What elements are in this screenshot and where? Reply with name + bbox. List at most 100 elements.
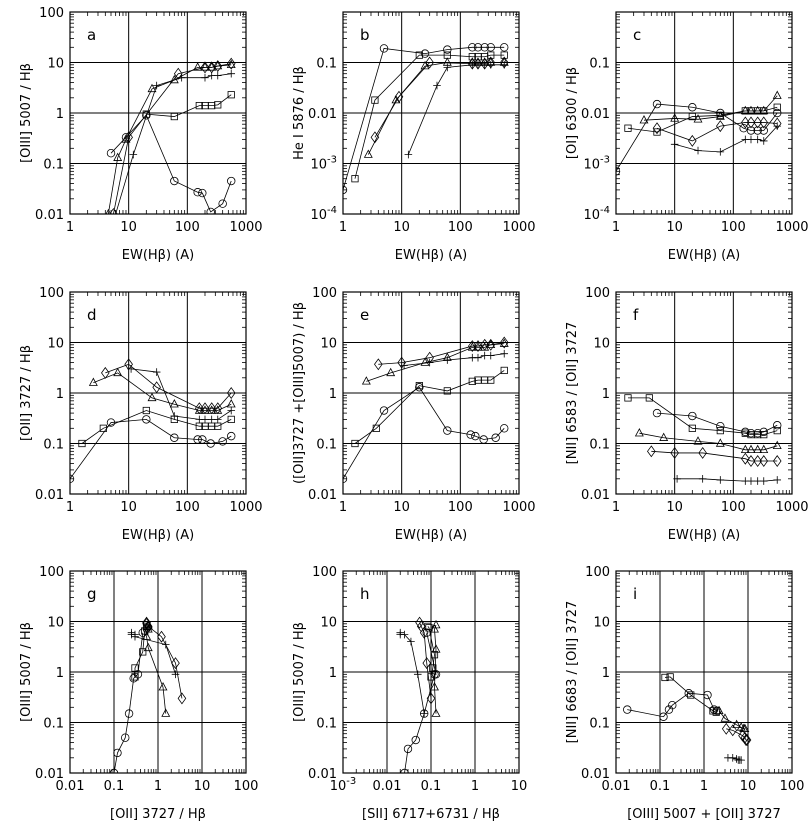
- y-tick-label: 0.1: [316, 57, 337, 72]
- data-point-plus: [486, 351, 495, 360]
- data-point-circle: [218, 199, 227, 208]
- data-point-triangle: [759, 105, 769, 115]
- data-point-diamond: [753, 116, 762, 129]
- data-point-square: [78, 439, 86, 448]
- data-point-square: [500, 366, 508, 375]
- data-point-diamond: [422, 657, 432, 670]
- data-point-plus: [474, 353, 482, 362]
- data-point-circle: [206, 439, 215, 448]
- data-point-triangle: [430, 682, 439, 691]
- data-point-plus: [152, 81, 161, 90]
- x-tick-label: 1000: [502, 500, 535, 515]
- series-group: [624, 394, 782, 485]
- series-line-plus: [399, 632, 425, 714]
- x-tick-label: 10: [511, 779, 528, 794]
- data-point-triangle: [715, 111, 725, 120]
- data-point-circle: [773, 108, 782, 118]
- data-point-circle: [703, 690, 712, 700]
- data-point-circle: [422, 628, 431, 637]
- data-point-plus: [759, 137, 768, 145]
- data-point-diamond: [171, 657, 180, 670]
- plot-frame: [342, 11, 520, 215]
- plot-frame: [615, 570, 793, 774]
- series-markers-circle: [343, 383, 509, 483]
- data-point-diamond: [124, 358, 133, 371]
- data-point-circle: [170, 433, 179, 442]
- data-point-circle: [473, 43, 483, 52]
- x-tick-label: 1000: [775, 220, 808, 235]
- data-point-triangle: [113, 152, 123, 161]
- data-point-triangle: [226, 399, 236, 408]
- x-tick-label: 0.1: [650, 779, 671, 794]
- x-tick-label: 10: [194, 779, 211, 794]
- series-markers-triangle: [639, 90, 782, 124]
- minor-ticks: [616, 292, 792, 494]
- y-tick-label: 100: [585, 286, 610, 301]
- data-point-circle: [106, 148, 116, 158]
- panel-label: i: [633, 585, 637, 603]
- series-markers-circle: [109, 628, 147, 773]
- data-point-triangle: [740, 723, 750, 733]
- series-markers-plus: [400, 349, 509, 370]
- y-tick-label: 10-4: [310, 205, 337, 223]
- y-axis-label: He I 5876 / Hβ: [292, 66, 307, 160]
- data-point-circle: [142, 415, 151, 424]
- data-point-diamond: [473, 57, 483, 70]
- y-tick-label: 0.01: [581, 488, 610, 503]
- x-tick-label: 1: [612, 220, 620, 235]
- data-point-diamond: [101, 366, 110, 379]
- data-point-circle: [616, 167, 621, 176]
- data-point-plus: [773, 476, 782, 484]
- series-line-diamond: [726, 728, 748, 741]
- data-point-circle: [227, 431, 236, 441]
- panel-label: h: [360, 585, 370, 603]
- data-point-square: [773, 427, 781, 435]
- data-point-plus: [404, 150, 413, 159]
- y-tick-label: 1: [329, 387, 337, 402]
- data-point-plus: [161, 640, 170, 649]
- y-tick-label: 0.01: [308, 107, 337, 122]
- y-axis-label: [OIII] 5007 / Hβ: [19, 63, 34, 163]
- series-group: [623, 673, 752, 764]
- data-point-square: [415, 382, 423, 390]
- y-tick-label: 0.1: [589, 438, 610, 453]
- data-point-square: [227, 91, 235, 99]
- data-point-diamond: [772, 455, 782, 467]
- series-line-diamond: [374, 62, 505, 138]
- x-tick-label: 1: [339, 220, 347, 235]
- data-point-circle: [198, 188, 207, 198]
- x-tick-label: 1: [339, 500, 347, 515]
- data-point-plus: [747, 477, 755, 485]
- data-point-square: [716, 427, 724, 435]
- data-point-triangle: [169, 399, 179, 408]
- x-tick-label: 1000: [775, 500, 808, 515]
- y-tick-label: 10: [320, 337, 337, 352]
- data-point-square: [430, 651, 439, 659]
- x-tick-label: 1: [66, 220, 74, 235]
- data-point-triangle: [753, 105, 763, 115]
- data-point-circle: [443, 45, 452, 54]
- data-point-triangle: [113, 367, 123, 377]
- panel-b: 1 10 100 1000 10-4 10-3 0.01 0.1 EW(Hβ) (A) He I …: [292, 11, 536, 263]
- data-point-diamond: [753, 455, 762, 467]
- series-line-diamond: [105, 363, 232, 409]
- series-markers-plus: [396, 628, 428, 718]
- data-point-circle: [443, 426, 452, 435]
- panel-label: b: [360, 26, 370, 44]
- data-point-plus: [753, 135, 762, 144]
- x-tick-label: 100: [448, 220, 473, 235]
- data-point-circle: [759, 126, 768, 135]
- data-point-diamond: [647, 445, 656, 458]
- data-point-square: [645, 394, 653, 402]
- data-point-plus: [737, 756, 745, 764]
- series-line-circle: [113, 632, 144, 773]
- panel-e: 1 10 100 1000 0.01 0.1 1 10 100 EW(Hβ) (A) ([OII]3…: [292, 286, 536, 543]
- y-tick-label: 0.01: [35, 208, 64, 223]
- data-point-circle: [468, 43, 477, 52]
- data-point-diamond: [416, 620, 426, 633]
- data-point-circle: [480, 43, 489, 52]
- series-markers-triangle: [714, 705, 750, 733]
- data-point-diamond: [426, 692, 436, 705]
- series-line-diamond: [113, 63, 232, 214]
- series-markers-diamond: [647, 445, 782, 467]
